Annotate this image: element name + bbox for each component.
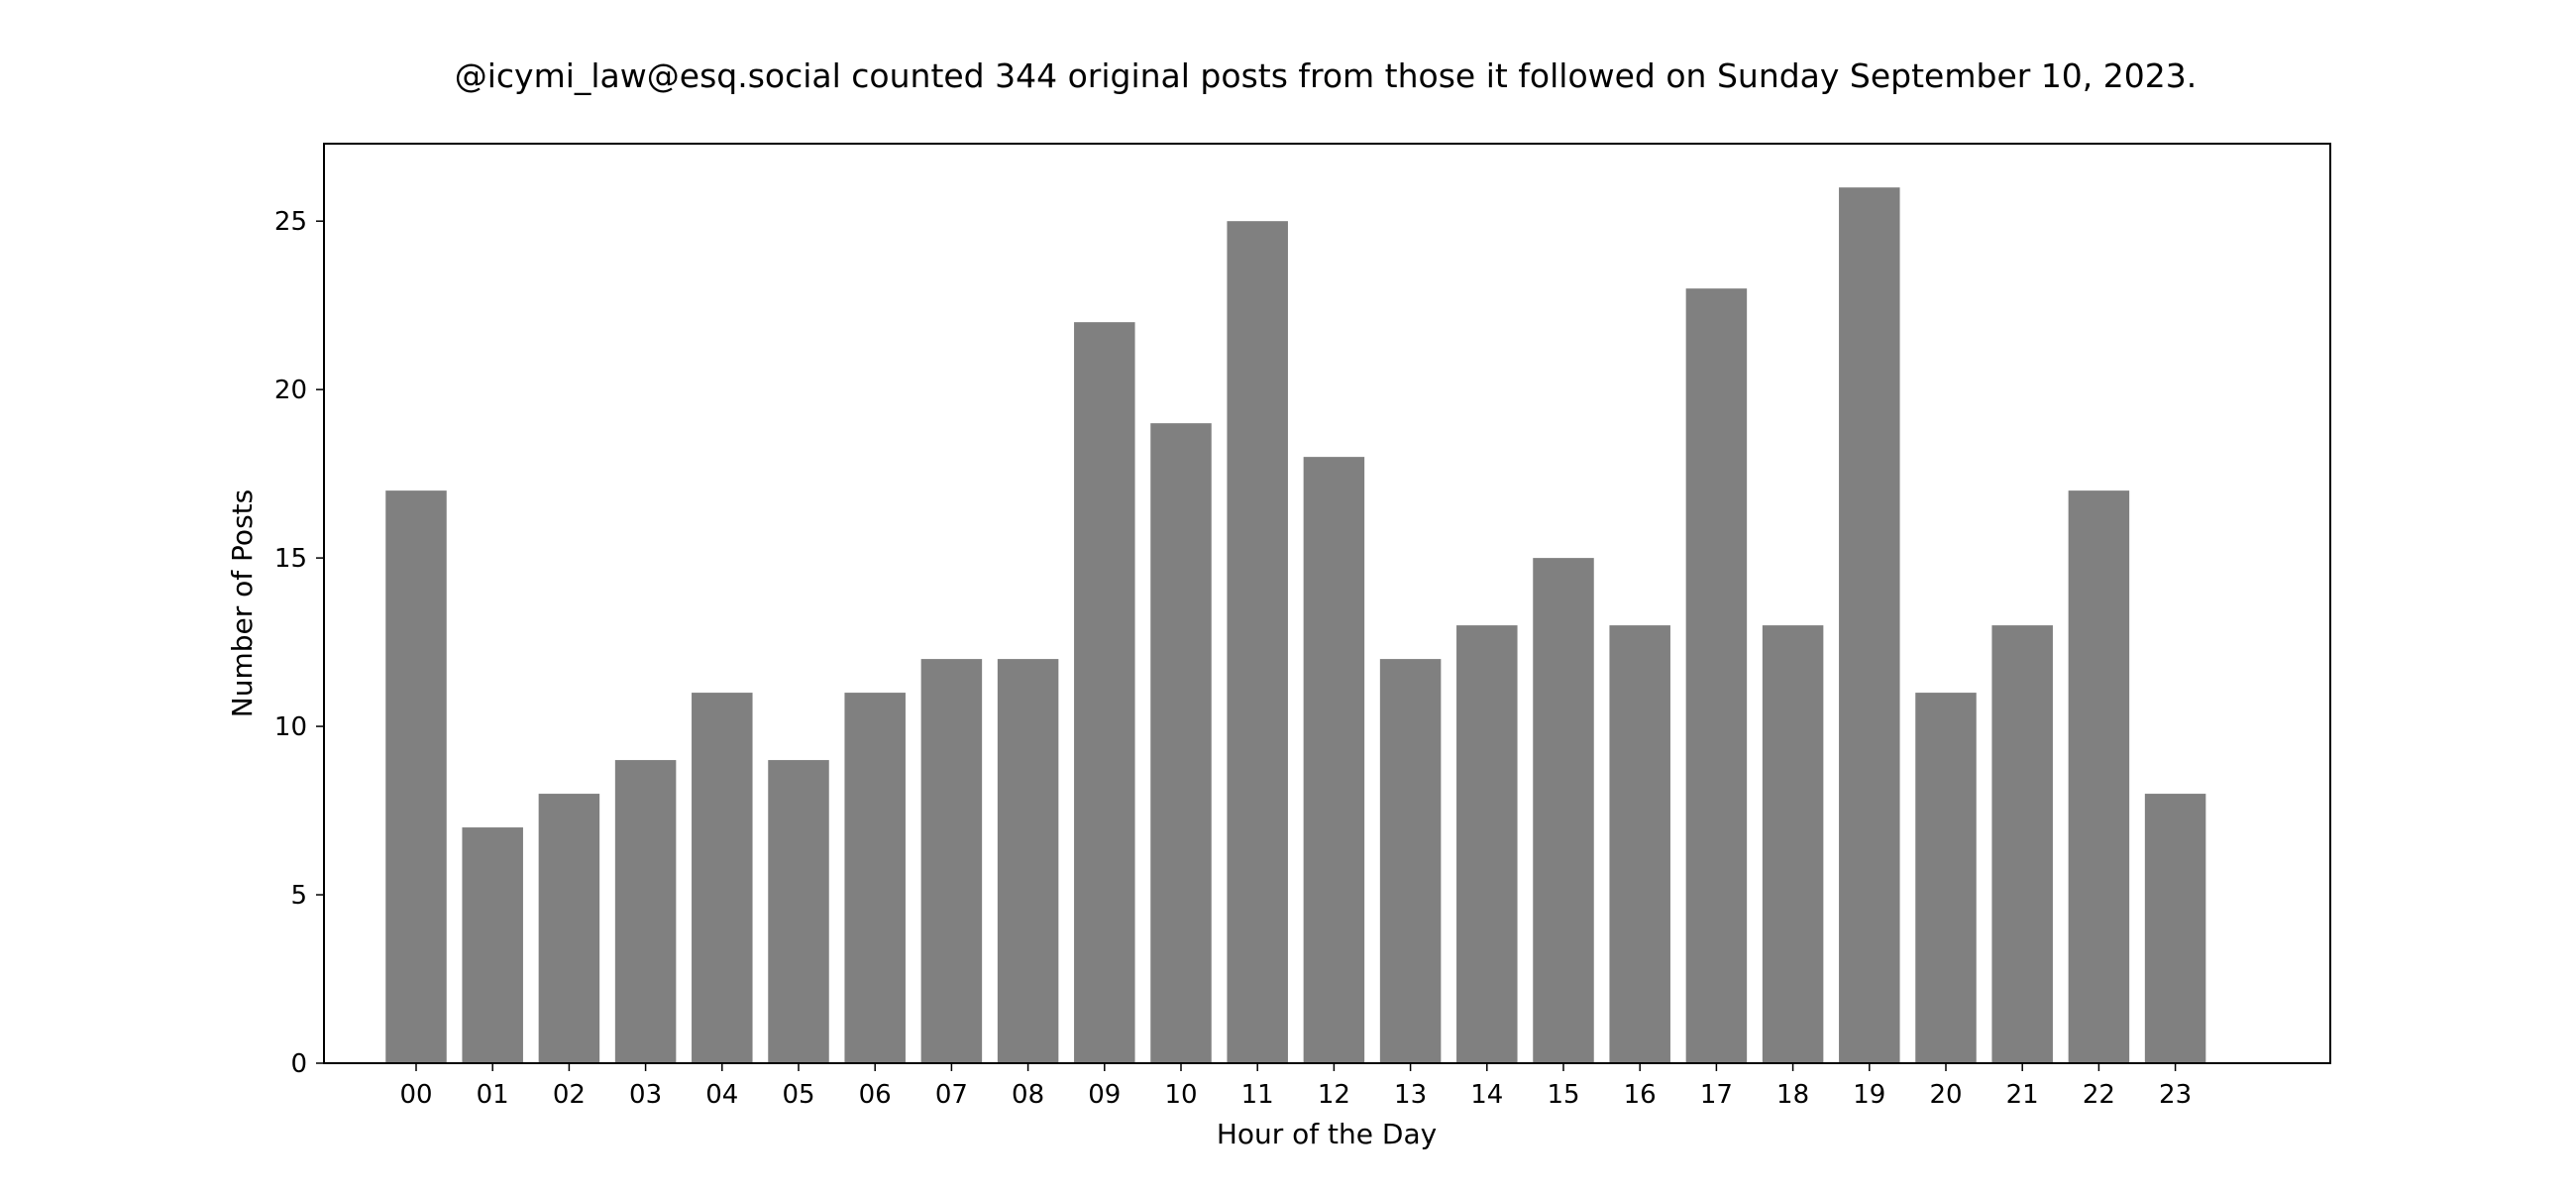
y-axis-label: Number of Posts (226, 489, 259, 717)
x-tick-label: 23 (2159, 1080, 2192, 1110)
bar-hour-18 (1762, 625, 1824, 1063)
bar-hour-13 (1379, 659, 1442, 1063)
x-tick-label: 20 (1929, 1080, 1962, 1110)
bar-hour-10 (1150, 423, 1212, 1063)
bar-hour-17 (1685, 288, 1748, 1063)
x-tick-label: 10 (1164, 1080, 1197, 1110)
x-axis-label: Hour of the Day (1217, 1118, 1437, 1150)
bar-hour-21 (1991, 625, 2053, 1063)
x-tick-label: 18 (1776, 1080, 1809, 1110)
x-tick-label: 06 (859, 1080, 892, 1110)
bar-hour-16 (1609, 625, 1670, 1063)
x-tick-label: 05 (782, 1080, 814, 1110)
bar-hour-03 (614, 760, 677, 1063)
bar-hour-02 (538, 794, 600, 1063)
bar-hour-23 (2144, 794, 2206, 1063)
bar-hour-20 (1915, 693, 1977, 1063)
bar-hour-06 (844, 693, 906, 1063)
x-tick-label: 19 (1853, 1080, 1885, 1110)
bar-hour-11 (1227, 221, 1288, 1063)
x-tick-label: 00 (399, 1080, 432, 1110)
x-tick-label: 21 (2006, 1080, 2039, 1110)
x-tick-label: 04 (705, 1080, 738, 1110)
y-tick-label: 15 (274, 544, 307, 574)
x-tick-label: 11 (1241, 1080, 1274, 1110)
bar-hour-08 (997, 659, 1059, 1063)
x-tick-label: 12 (1318, 1080, 1350, 1110)
bar-hour-00 (385, 490, 447, 1063)
y-tick-label: 0 (290, 1049, 307, 1079)
chart-title: @icymi_law@esq.social counted 344 origin… (455, 56, 2198, 95)
bars-layer (385, 187, 2206, 1063)
bar-hour-14 (1456, 625, 1518, 1063)
x-axis-ticks: 00 01 02 03 04 05 06 07 08 09 10 11 12 13 14 15 16 17 18 19… (399, 1063, 2192, 1110)
y-tick-label: 5 (290, 881, 307, 911)
x-tick-label: 02 (553, 1080, 586, 1110)
bar-hour-05 (768, 760, 829, 1063)
bar-hour-19 (1839, 187, 1900, 1063)
plot-frame (323, 143, 2331, 1064)
x-tick-label: 08 (1012, 1080, 1044, 1110)
bar-hour-15 (1533, 558, 1594, 1063)
x-tick-label: 07 (935, 1080, 968, 1110)
bar-hour-07 (920, 659, 983, 1063)
bar-hour-04 (692, 693, 753, 1063)
bar-hour-09 (1074, 322, 1135, 1063)
x-tick-label: 22 (2083, 1080, 2115, 1110)
x-tick-label: 13 (1394, 1080, 1427, 1110)
x-tick-label: 14 (1470, 1080, 1503, 1110)
bar-hour-12 (1303, 457, 1365, 1063)
x-tick-label: 17 (1700, 1080, 1733, 1110)
y-tick-label: 10 (274, 712, 307, 742)
x-tick-label: 16 (1624, 1080, 1657, 1110)
y-tick-label: 20 (274, 376, 307, 405)
y-axis-ticks: 0 5 10 15 20 25 (274, 207, 324, 1079)
x-tick-label: 09 (1088, 1080, 1121, 1110)
y-tick-label: 25 (274, 207, 307, 237)
x-tick-label: 15 (1547, 1080, 1579, 1110)
bar-hour-01 (462, 827, 523, 1063)
x-tick-label: 03 (629, 1080, 662, 1110)
bar-hour-22 (2068, 490, 2130, 1063)
x-tick-label: 01 (477, 1080, 509, 1110)
